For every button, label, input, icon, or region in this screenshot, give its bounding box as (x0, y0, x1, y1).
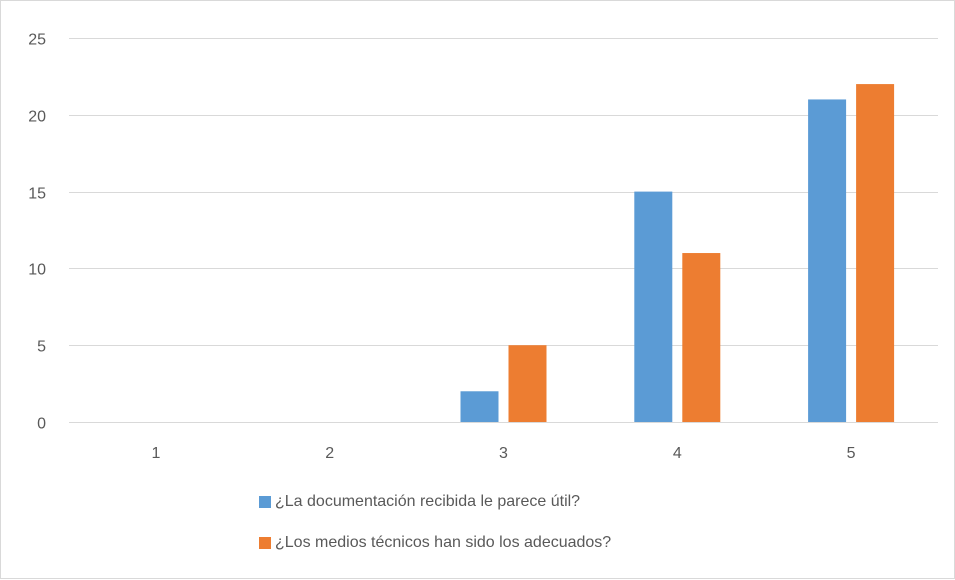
legend-item-documentation: ¿La documentación recibida le parece úti… (259, 491, 611, 512)
bar-series1-cat5 (808, 99, 847, 422)
x-tick-label: 1 (151, 445, 160, 462)
y-axis-tick-labels: 0 5 10 15 20 25 (28, 32, 46, 433)
y-tick-label: 15 (28, 186, 46, 203)
legend-item-technical-means: ¿Los medios técnicos han sido los adecua… (259, 532, 611, 553)
y-tick-label: 20 (28, 109, 46, 126)
x-tick-label: 3 (499, 445, 508, 462)
legend-swatch-documentation (259, 495, 271, 508)
bar-series1-cat4 (634, 191, 673, 422)
x-axis-tick-labels: 1 2 3 4 5 (151, 445, 855, 462)
gridlines (69, 38, 938, 423)
y-tick-label: 5 (37, 339, 46, 356)
x-tick-label: 2 (325, 445, 334, 462)
bar-series2-cat4 (682, 253, 721, 422)
bars (460, 84, 895, 422)
bar-series2-cat5 (856, 84, 895, 422)
legend-label-technical-means: ¿Los medios técnicos han sido los adecua… (275, 533, 612, 551)
y-tick-label: 0 (37, 416, 46, 433)
y-tick-label: 10 (28, 262, 46, 279)
bar-series2-cat3 (508, 345, 547, 422)
legend-label-documentation: ¿La documentación recibida le parece úti… (275, 492, 581, 510)
y-tick-label: 25 (28, 32, 46, 49)
x-tick-label: 4 (673, 445, 682, 462)
legend-swatch-technical-means (259, 536, 271, 549)
bar-series1-cat3 (460, 391, 499, 422)
x-tick-label: 5 (847, 445, 856, 462)
legend: ¿La documentación recibida le parece úti… (259, 491, 611, 573)
